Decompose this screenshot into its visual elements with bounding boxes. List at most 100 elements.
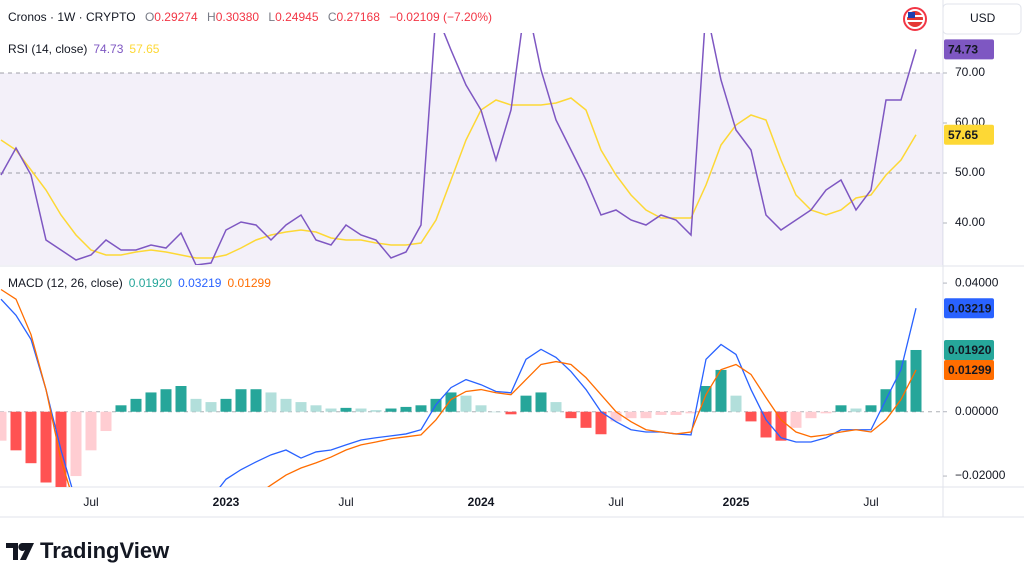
macd-line: [0, 298, 917, 487]
histogram-bar: [865, 405, 877, 412]
histogram-bar: [115, 405, 127, 412]
histogram-bar: [325, 408, 337, 412]
rsi-line: [0, 97, 917, 259]
histogram-bar: [835, 405, 847, 412]
histogram-bar: [475, 405, 487, 412]
x-tick-label: Jul: [338, 495, 353, 509]
ohlc-key: C: [328, 10, 337, 24]
histogram-bar: [190, 398, 202, 412]
ohlc-key: H: [207, 10, 216, 24]
histogram-bar: [295, 402, 307, 412]
price-label: 74.73: [948, 43, 978, 57]
histogram-bar: [385, 408, 397, 412]
histogram-bar: [400, 406, 412, 412]
symbol: Cronos · 1W · CRYPTO: [8, 10, 136, 24]
legend: RSI (14, close) 74.73 57.65: [8, 42, 160, 56]
histogram-bar: [580, 411, 592, 428]
price-label: 0.03219: [948, 301, 992, 315]
flag-icon: [903, 7, 927, 31]
x-tick-label: Jul: [608, 495, 623, 509]
price-label-box: [944, 298, 994, 319]
legend-value: 0.01920: [129, 276, 173, 290]
histogram-bar: [145, 392, 157, 412]
histogram-bar: [355, 408, 367, 412]
ohlc-key: O: [145, 10, 154, 24]
price-label: 0.01920: [948, 343, 992, 357]
price-label-box: [944, 359, 994, 380]
histogram-bar: [715, 369, 727, 412]
histogram-bar: [520, 395, 532, 412]
currency-button[interactable]: [942, 3, 1022, 35]
histogram-bar: [370, 410, 382, 412]
x-tick-label: Jul: [863, 495, 878, 509]
y-tick-label: 0.04000: [955, 275, 999, 289]
histogram-bar: [85, 411, 97, 451]
histogram-bar: [205, 402, 217, 412]
ohlc-value: 0.27168: [337, 10, 381, 24]
histogram-bar: [805, 411, 817, 419]
macd-line: [0, 288, 917, 487]
histogram-bar: [415, 405, 427, 412]
legend-title: RSI (14, close): [8, 42, 87, 56]
symbol-header: Cronos · 1W · CRYPTO O0.29274 H0.30380 L…: [8, 10, 492, 24]
histogram-bar: [820, 411, 832, 414]
legend-value: 57.65: [129, 42, 159, 56]
y-tick-label: 70.00: [955, 65, 985, 79]
y-tick-label: 40.00: [955, 215, 985, 229]
y-tick-label: 0.00000: [955, 404, 999, 418]
histogram-bar: [175, 386, 187, 412]
price-label-box: [944, 339, 994, 360]
histogram-bar: [340, 407, 352, 412]
histogram-bar: [895, 360, 907, 412]
histogram-bar: [265, 392, 277, 412]
histogram-bar: [505, 411, 517, 415]
price-label-box: [944, 39, 994, 60]
histogram-bar: [25, 411, 37, 464]
histogram-bar: [70, 411, 82, 477]
histogram-bar: [775, 411, 787, 441]
x-tick-label: 2023: [213, 495, 240, 509]
histogram-bar: [760, 411, 772, 438]
histogram-bar: [850, 408, 862, 412]
histogram-bar: [700, 386, 712, 412]
histogram-bar: [625, 411, 637, 419]
histogram-bar: [610, 411, 622, 422]
histogram-bar: [655, 411, 667, 415]
ohlc-value: 0.30380: [216, 10, 260, 24]
rsi-line: [0, 33, 917, 265]
series-group: [0, 33, 917, 265]
histogram-bar: [130, 398, 142, 412]
legend-value: 0.03219: [178, 276, 222, 290]
change: −0.02109 (−7.20%): [389, 10, 492, 24]
histogram-bar: [550, 402, 562, 412]
histogram-bar: [685, 411, 697, 414]
histogram-bar: [640, 411, 652, 419]
ohlc-value: 0.29274: [154, 10, 198, 24]
histogram-bar: [730, 395, 742, 412]
histogram-bar: [280, 398, 292, 412]
histogram-bar: [670, 411, 682, 415]
histogram-bar: [460, 395, 472, 412]
histogram-bar: [0, 411, 7, 441]
histogram-bar: [310, 405, 322, 412]
legend: MACD (12, 26, close) 0.01920 0.03219 0.0129…: [8, 276, 271, 290]
brand-logo: [6, 543, 34, 560]
y-tick-label: 50.00: [955, 165, 985, 179]
histogram-bar: [565, 411, 577, 419]
histogram-bar: [40, 411, 52, 483]
histogram-bar: [10, 411, 22, 451]
brand-name: TradingView: [40, 538, 170, 563]
legend-value: 74.73: [93, 42, 123, 56]
histogram-bar: [250, 389, 262, 412]
x-tick-label: 2024: [468, 495, 495, 509]
histogram-bar: [100, 411, 112, 432]
currency[interactable]: USD: [970, 11, 996, 25]
legend-title: MACD (12, 26, close): [8, 276, 123, 290]
histogram-bar: [910, 349, 922, 412]
histogram-bar: [745, 411, 757, 422]
histogram-bar: [535, 392, 547, 412]
histogram-bar: [160, 389, 172, 412]
price-label: 0.01299: [948, 363, 992, 377]
